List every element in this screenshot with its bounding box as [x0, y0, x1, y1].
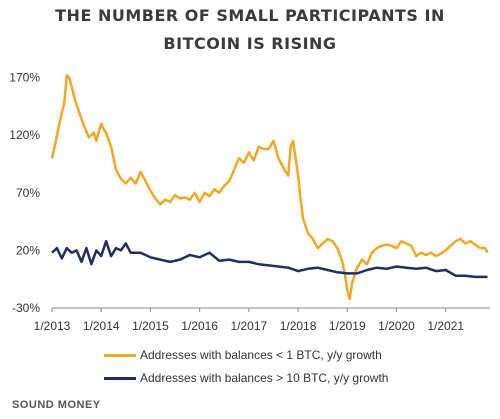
x-tick-label: 1/2020	[378, 319, 415, 333]
legend-label-small-holders: Addresses with balances < 1 BTC, y/y gro…	[140, 348, 382, 362]
y-tick-label: 20%	[16, 243, 40, 257]
x-tick-label: 1/2013	[34, 319, 71, 333]
y-tick-label: 120%	[9, 128, 40, 142]
legend-item-large-holders: Addresses with balances > 10 BTC, y/y gr…	[104, 371, 388, 385]
legend-swatch-navy	[104, 376, 136, 380]
x-axis: 1/2013 1/2014 1/2015 1/2016 1/2017 1/2018 1/20…	[34, 308, 464, 333]
y-tick-label: -30%	[12, 301, 40, 315]
y-axis: -30% 20% 70% 120% 170%	[9, 71, 40, 315]
x-tick-label: 1/2021	[427, 319, 464, 333]
footer-brand: SOUND MONEY	[12, 399, 101, 411]
x-tick-label: 1/2017	[231, 319, 268, 333]
x-tick-label: 1/2018	[280, 319, 317, 333]
chart-title-line-2: BITCOIN IS RISING	[163, 34, 337, 53]
x-tick-label: 1/2015	[132, 319, 169, 333]
x-tick-label: 1/2016	[181, 319, 218, 333]
legend-swatch-orange	[104, 353, 136, 357]
legend-label-large-holders: Addresses with balances > 10 BTC, y/y gr…	[140, 371, 389, 385]
y-tick-label: 70%	[16, 186, 40, 200]
x-tick-label: 1/2019	[329, 319, 366, 333]
line-chart: -30%20%70%120%170% 1/2013 1/2014 1/2015 1/2…	[9, 71, 490, 333]
series-line-large-holders	[51, 239, 488, 279]
y-tick-label: 170%	[9, 71, 40, 85]
legend-item-small-holders: Addresses with balances < 1 BTC, y/y gro…	[104, 348, 382, 362]
x-tick-label: 1/2014	[83, 319, 120, 333]
series-line-small-holders	[50, 73, 489, 301]
chart-title-line-1: THE NUMBER OF SMALL PARTICIPANTS IN	[55, 6, 445, 25]
series-lines	[50, 73, 489, 301]
